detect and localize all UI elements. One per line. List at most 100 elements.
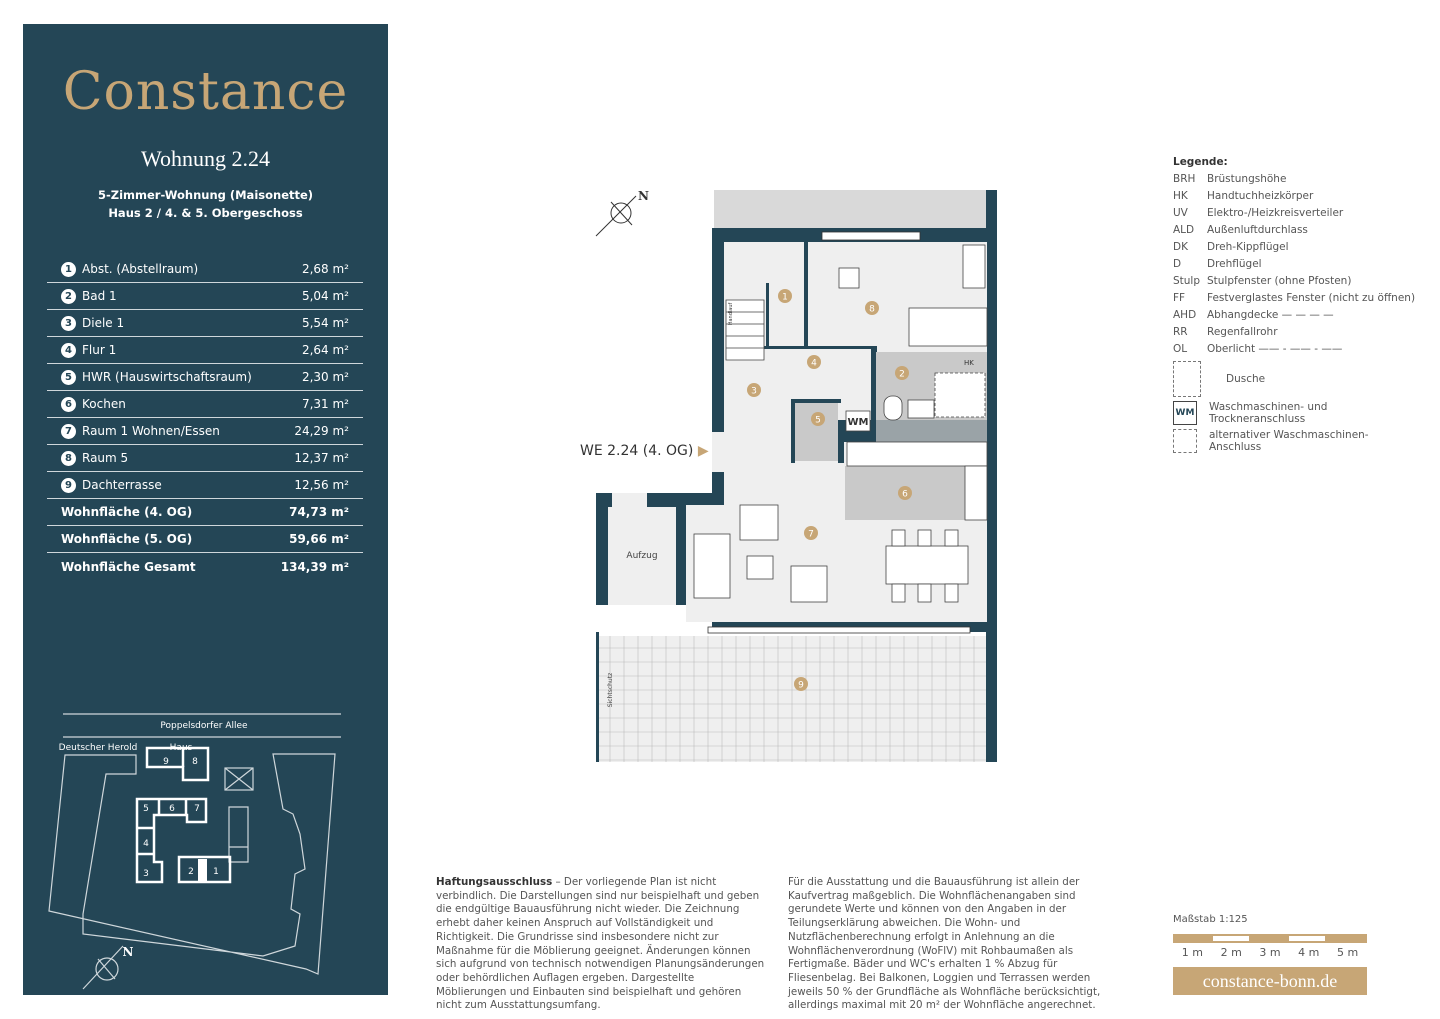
room-name: Kochen: [82, 397, 126, 411]
room-marker: [804, 526, 818, 540]
site-map: Poppelsdorfer Allee Deutscher Herold Hau…: [48, 713, 341, 990]
room-marker-number: 3: [751, 387, 757, 397]
room-row: 4 Flur 1 2,64 m²: [47, 337, 363, 364]
room-number-badge: 4: [61, 342, 76, 358]
room-marker-number: 4: [811, 359, 817, 369]
house-2: 2: [188, 867, 194, 877]
elevator-label: Aufzug: [626, 551, 657, 561]
room-area: 7,31 m²: [301, 397, 349, 411]
wm-label: WM: [848, 417, 869, 428]
apartment-subtitle: 5-Zimmer-Wohnung (Maisonette) Haus 2 / 4…: [97, 188, 314, 220]
wm-icon: WM: [1173, 401, 1197, 425]
room-number-badge: 6: [61, 396, 76, 412]
entrance-label: WE 2.24 (4. OG) ▶: [580, 443, 709, 459]
scale-bar: [1173, 934, 1367, 943]
privacy-screen-label: Sichtschutz: [607, 673, 614, 707]
room-number-badge: 2: [61, 288, 76, 304]
house-3: 3: [143, 869, 149, 879]
room-marker-number: 5: [815, 416, 821, 426]
room-marker: [865, 301, 879, 315]
room-number-badge: 7: [61, 423, 76, 439]
north-label: N: [123, 945, 134, 959]
room-name: Bad 1: [82, 289, 117, 303]
room-marker: [895, 366, 909, 380]
scale-tick: 5 m: [1336, 946, 1359, 959]
legend-item: RR Regenfallrohr: [1173, 325, 1278, 338]
room-marker: [778, 289, 792, 303]
website-link[interactable]: constance-bonn.de: [1173, 967, 1367, 995]
room-area: 2,30 m²: [301, 370, 349, 384]
room-marker-number: 1: [782, 293, 788, 303]
house-5: 5: [143, 804, 149, 814]
room-area: 5,54 m²: [301, 316, 349, 330]
disclaimer-right: Für die Ausstattung und die Bauausführun…: [788, 876, 1101, 1012]
room-name: Abst. (Abstellraum): [82, 262, 199, 276]
apartment-title: Wohnung 2.24: [140, 146, 270, 171]
legend-item: BRH Brüstungshöhe: [1173, 172, 1287, 185]
total-area: 74,73 m²: [289, 505, 349, 519]
room-area: 24,29 m²: [294, 424, 349, 438]
room-row: 3 Diele 1 5,54 m²: [47, 310, 363, 337]
room-number-badge: 9: [61, 477, 76, 493]
room-name: Dachterrasse: [82, 478, 162, 492]
room-marker: [898, 486, 912, 500]
house-8: 8: [192, 757, 198, 767]
scale-tick: 3 m: [1259, 946, 1281, 959]
total-name: Wohnfläche (5. OG): [61, 532, 193, 546]
room-area: 12,56 m²: [294, 478, 349, 492]
room-row: 2 Bad 1 5,04 m²: [47, 283, 363, 310]
room-area: 2,64 m²: [301, 343, 349, 357]
room-name: HWR (Hauswirtschaftsraum): [82, 370, 252, 384]
scale-tick: 1 m: [1181, 946, 1203, 959]
house-4: 4: [143, 839, 149, 849]
room-row: 1 Abst. (Abstellraum) 2,68 m²: [47, 256, 363, 283]
room-row: 8 Raum 5 12,37 m²: [47, 445, 363, 472]
legend-item: AHD Abhangdecke — — — —: [1173, 308, 1334, 321]
north-arrow-icon: [595, 195, 637, 237]
room-row: 5 HWR (Hauswirtschaftsraum) 2,30 m²: [47, 364, 363, 391]
legend-item: Stulp Stulpfenster (ohne Pfosten): [1173, 274, 1352, 287]
disclaimer-left: Haftungsausschluss – Der vorliegende Pla…: [436, 876, 765, 1012]
legend: Legende: BRH Brüstungshöhe HK Handtuchheizk…: [1173, 156, 1416, 453]
legend-item: DK Dreh-Kippflügel: [1173, 240, 1289, 253]
room-number-badge: 8: [61, 450, 76, 466]
room-row: 9 Dachterrasse 12,56 m²: [47, 472, 363, 499]
room-area: 2,68 m²: [301, 262, 349, 276]
legend-item: ALD Außenluftdurchlass: [1173, 223, 1308, 236]
room-number-badge: 5: [61, 369, 76, 385]
room-area: 5,04 m²: [301, 289, 349, 303]
legend-item: D Drehflügel: [1173, 257, 1262, 270]
handrail-label: Handlauf: [728, 302, 734, 325]
room-marker: [807, 355, 821, 369]
room-name: Raum 5: [82, 451, 129, 465]
info-panel: Constance Wohnung 2.24 5-Zimmer-Wohnung …: [23, 24, 388, 995]
total-area: 134,39 m²: [280, 559, 349, 574]
house-6: 6: [169, 804, 175, 814]
room-number-badge: 3: [61, 315, 76, 331]
room-marker-number: 2: [899, 370, 905, 380]
house-1: 1: [213, 867, 219, 877]
legend-item: FF Festverglastes Fenster (nicht zu öffne…: [1173, 291, 1416, 304]
house-9: 9: [163, 757, 169, 767]
total-row: Wohnfläche (4. OG) 74,73 m²: [47, 499, 363, 526]
legend-item: UV Elektro-/Heizkreisverteiler: [1173, 206, 1344, 219]
total-row: Wohnfläche (5. OG) 59,66 m²: [47, 526, 363, 553]
room-marker-number: 7: [808, 530, 814, 540]
haus-label: Haus: [170, 743, 193, 753]
entrance-arrow-icon: ▶: [697, 443, 709, 459]
room-marker: [747, 383, 761, 397]
brand-logo: Constance: [62, 62, 349, 122]
room-area-table: 1 Abst. (Abstellraum) 2,68 m² 2 Bad 1 5,04 m²…: [47, 256, 363, 580]
room-marker-number: 8: [869, 305, 875, 315]
scale-ticks: 1 m 2 m 3 m 4 m 5 m: [1173, 946, 1367, 959]
total-name: Wohnfläche (4. OG): [61, 505, 193, 519]
legend-item: HK Handtuchheizkörper: [1173, 189, 1314, 202]
room-number-badge: 1: [61, 261, 76, 277]
room-marker: [811, 412, 825, 426]
room-marker-number: 9: [798, 681, 804, 691]
plan-north-label: N: [638, 189, 649, 203]
total-area: 59,66 m²: [289, 532, 349, 546]
alt-wm-icon: [1173, 429, 1197, 453]
legend-item: OL Oberlicht —— - —— - ——: [1173, 342, 1343, 355]
